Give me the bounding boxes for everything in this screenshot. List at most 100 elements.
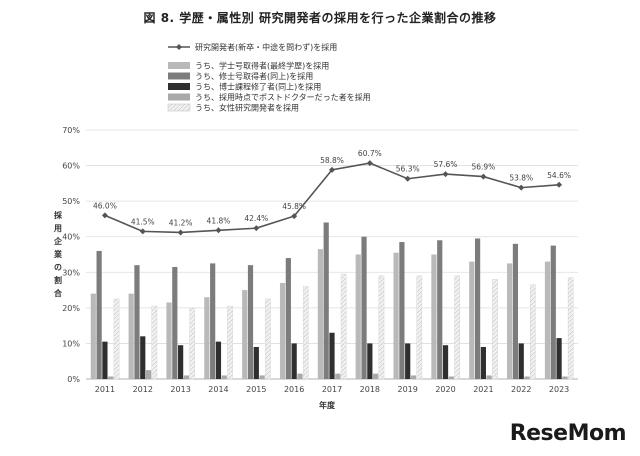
x-tick-label: 2020 — [435, 385, 455, 394]
line-data-label: 41.5% — [131, 217, 155, 226]
x-tick-label: 2022 — [511, 385, 531, 394]
legend-swatch-phd — [168, 83, 190, 90]
line-marker — [329, 166, 335, 173]
bar-postdoc — [524, 376, 530, 379]
bar-postdoc — [486, 375, 492, 379]
line-data-label: 46.0% — [93, 201, 117, 210]
line-data-label: 56.9% — [471, 163, 495, 172]
line-data-label: 42.4% — [244, 214, 268, 223]
bar-bachelor — [242, 290, 248, 379]
bar-master — [361, 236, 367, 379]
bar-female — [265, 298, 271, 380]
bar-master — [474, 238, 481, 379]
bar-bachelor — [166, 302, 172, 379]
figure-title: 図 8. 学歴・属性別 研究開発者の採用を行った企業割合の推移 — [143, 11, 497, 25]
bar-female — [113, 298, 120, 380]
line-marker — [215, 227, 222, 234]
line-marker — [442, 171, 449, 178]
bar-master — [247, 265, 254, 379]
bar-postdoc — [562, 376, 568, 379]
legend-swatch-bachelor — [168, 62, 190, 69]
x-tick-label: 2023 — [549, 385, 569, 394]
bar-phd — [442, 345, 449, 379]
bar-bachelor — [90, 293, 96, 379]
x-axis-ticks: 2011 2012 2013 2014 2015 2016 2017 2018 2019 2020… — [95, 385, 570, 394]
bar-master — [323, 222, 329, 379]
bar-master — [399, 242, 405, 379]
bars — [90, 222, 574, 380]
bar-phd — [329, 332, 335, 379]
watermark-logo: ReseMom — [509, 421, 627, 446]
y-tick-label: 70% — [62, 126, 80, 135]
line-data-label: 41.8% — [207, 216, 231, 225]
bar-master — [210, 263, 216, 379]
legend-swatch-female — [167, 103, 191, 112]
bar-female — [454, 275, 460, 380]
bar-phd — [518, 343, 524, 379]
bar-bachelor — [279, 282, 286, 379]
line-marker — [366, 160, 373, 167]
bar-postdoc — [183, 375, 190, 379]
y-axis-label: 採用企業の割合 — [53, 210, 63, 298]
bar-bachelor — [469, 261, 475, 379]
line-series: 46.0% 41.5% 41.2% 41.8% 42.4% 45.8% 58.8% 60.7%… — [93, 149, 571, 236]
x-axis-label: 年度 — [319, 400, 336, 410]
x-tick-label: 2016 — [284, 385, 304, 394]
bar-phd — [102, 341, 108, 379]
line-data-label: 45.8% — [282, 202, 306, 211]
y-tick-label: 10% — [62, 339, 80, 348]
bar-master — [512, 243, 519, 379]
bar-female — [567, 277, 574, 380]
line-data-label: 60.7% — [358, 149, 382, 158]
bar-master — [550, 245, 556, 379]
bar-postdoc — [221, 375, 227, 379]
bar-postdoc — [145, 370, 152, 379]
bar-female — [530, 284, 536, 380]
line-marker — [139, 228, 146, 235]
bar-phd — [405, 343, 411, 379]
y-axis-ticks: 0% 10% 20% 30% 40% 50% 60% 70% — [62, 126, 80, 384]
bar-bachelor — [128, 293, 134, 379]
legend-label: うち、採用時点でポストドクターだった者を採用 — [195, 92, 371, 102]
bar-master — [285, 258, 291, 379]
line-data-label: 54.6% — [547, 171, 571, 180]
line-marker — [177, 229, 184, 236]
line-data-label: 56.3% — [396, 165, 420, 174]
line-marker — [253, 225, 260, 232]
bar-female — [416, 275, 423, 380]
y-tick-label: 30% — [62, 268, 80, 277]
line-marker — [404, 175, 411, 182]
bar-bachelor — [431, 254, 437, 379]
line-marker — [480, 173, 487, 180]
legend: 研究開発者(新卒・中途を問わず)を採用うち、学士号取得者(最終学歴)を採用うち、… — [167, 42, 371, 113]
x-tick-label: 2015 — [246, 385, 266, 394]
bar-bachelor — [507, 263, 513, 379]
x-tick-label: 2013 — [170, 385, 190, 394]
bar-phd — [291, 343, 297, 379]
legend-label: うち、博士課程修了者(同上)を採用 — [195, 82, 321, 92]
bar-postdoc — [373, 373, 379, 379]
bar-bachelor — [544, 261, 551, 379]
line-marker — [518, 184, 525, 191]
line-marker — [291, 213, 298, 220]
line-data-label: 53.8% — [509, 174, 533, 183]
legend-label: うち、学士号取得者(最終学歴)を採用 — [195, 61, 329, 71]
bar-phd — [178, 345, 184, 379]
bar-master — [96, 250, 102, 379]
bar-female — [189, 307, 196, 380]
legend-label: 研究開発者(新卒・中途を問わず)を採用 — [195, 42, 337, 52]
bar-bachelor — [204, 297, 210, 379]
y-tick-label: 60% — [62, 162, 80, 171]
bar-master — [172, 266, 178, 379]
bar-phd — [367, 343, 373, 379]
bar-phd — [215, 341, 222, 379]
bar-female — [378, 275, 385, 380]
x-tick-label: 2014 — [208, 385, 228, 394]
y-tick-label: 0% — [67, 375, 80, 384]
line-marker — [556, 181, 563, 188]
bar-bachelor — [317, 249, 323, 379]
bar-phd — [480, 346, 486, 379]
legend-label: うち、女性研究開発者を採用 — [195, 103, 299, 113]
x-tick-label: 2019 — [398, 385, 418, 394]
y-tick-label: 50% — [62, 197, 80, 206]
